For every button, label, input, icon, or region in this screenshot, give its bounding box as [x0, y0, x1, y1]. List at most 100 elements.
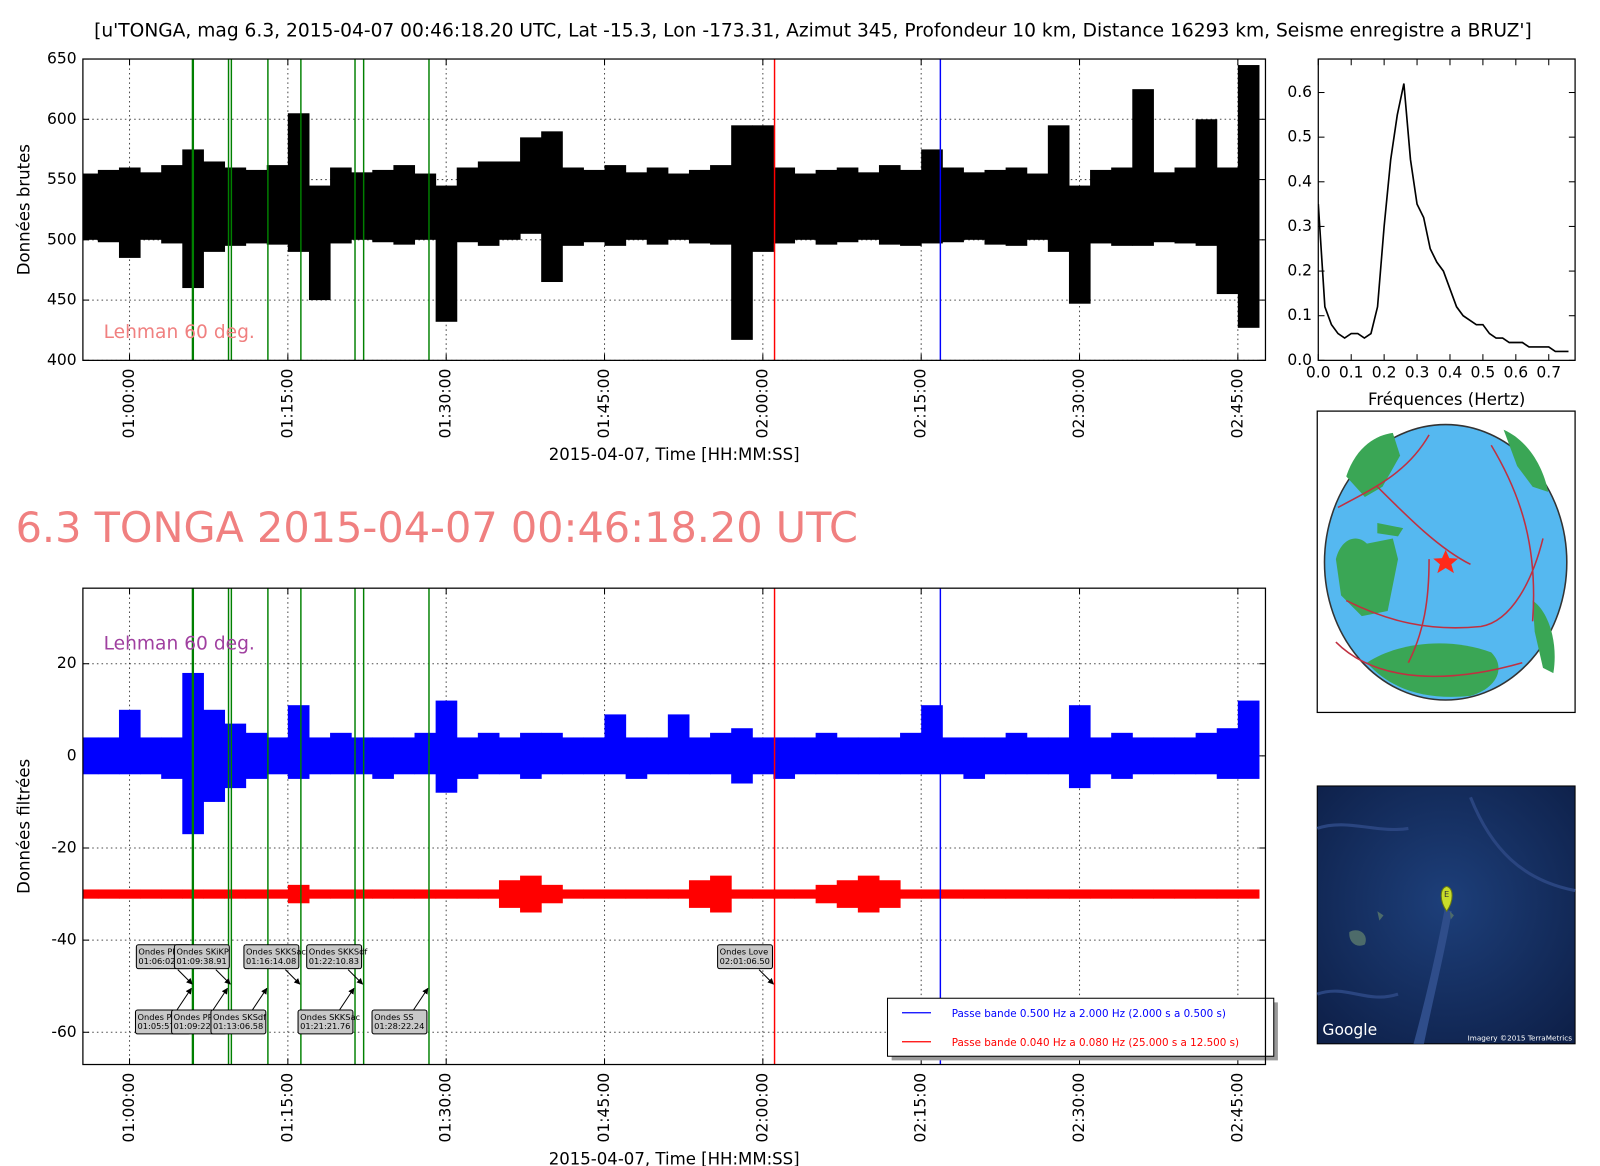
plot-area	[82, 59, 1260, 361]
plot-frame	[82, 58, 1267, 361]
trace-segment	[942, 889, 964, 899]
x-tick-label: 01:30:00	[437, 369, 455, 439]
trace-segment	[1047, 889, 1070, 899]
trace-segment	[794, 173, 817, 240]
y-tick-label: 400	[47, 351, 77, 369]
annotation-arrow	[758, 969, 774, 985]
trace-segment	[1195, 889, 1218, 899]
annotation-time: 01:09:22.81	[174, 1021, 224, 1031]
trace-segment	[836, 737, 859, 775]
trace-segment	[1195, 119, 1218, 246]
x-tick-label: 01:00:00	[120, 1073, 138, 1143]
globe-map	[1316, 410, 1576, 714]
trace-segment	[118, 167, 141, 258]
plot-frame	[1317, 58, 1576, 361]
trace-segment	[1216, 167, 1239, 295]
legend-label: Passe bande 0.040 Hz a 0.080 Hz (25.000 …	[952, 1037, 1239, 1049]
annotation-arrow	[177, 969, 193, 985]
trace-segment	[562, 889, 584, 899]
trace-segment	[82, 737, 99, 775]
annotation-box	[210, 1009, 267, 1035]
trace-segment	[477, 889, 500, 899]
trace-segment	[752, 737, 774, 775]
trace-segment	[1111, 889, 1133, 899]
trace-segment	[1005, 167, 1028, 246]
trace-segment	[688, 880, 711, 908]
trace-segment	[372, 889, 394, 899]
trace-segment	[520, 732, 542, 779]
trace-segment	[878, 737, 901, 775]
trace-segment	[1174, 889, 1197, 899]
trace-segment	[562, 167, 584, 246]
x-tick-label: 02:00:00	[753, 1073, 771, 1143]
y-tick-label: 0.0	[1287, 351, 1312, 369]
figure-title: [u'TONGA, mag 6.3, 2015-04-07 00:46:18.2…	[94, 21, 1532, 42]
trace-segment	[731, 728, 753, 784]
trace-segment	[414, 889, 437, 899]
trace-segment	[97, 169, 120, 243]
trace-segment	[963, 172, 986, 240]
trace-segment	[498, 880, 521, 908]
annotation-arrow	[251, 987, 268, 1011]
trace-segment	[667, 714, 690, 775]
trace-segment	[731, 125, 753, 340]
annotation-box	[371, 1009, 428, 1035]
trace-segment	[140, 737, 162, 775]
trace-segment	[330, 167, 352, 244]
trace-segment	[1090, 889, 1112, 899]
x-tick-label: 02:45:00	[1228, 1073, 1246, 1143]
trace-segment	[224, 889, 247, 899]
x-tick-label: 01:45:00	[595, 1073, 613, 1143]
trace-segment	[625, 172, 648, 240]
trace-segment	[266, 889, 289, 899]
y-tick-label: 0.1	[1287, 306, 1312, 324]
trace-segment	[1195, 732, 1218, 775]
annotation-arrow	[215, 969, 231, 985]
trace-segment	[393, 165, 416, 245]
trace-segment	[878, 165, 901, 245]
trace-segment	[287, 705, 310, 779]
x-tick-label: 0.6	[1503, 363, 1528, 381]
trace-segment	[942, 167, 964, 243]
trace-segment	[646, 737, 669, 775]
trace-segment	[1068, 889, 1091, 899]
trace-segment	[667, 889, 690, 899]
trace-segment	[984, 169, 1007, 245]
x-axis-label: 2015-04-07, Time [HH:MM:SS]	[549, 445, 800, 464]
trace-segment	[646, 889, 669, 899]
annotation-box	[243, 944, 300, 970]
annotation-time: 01:09:38.91	[176, 956, 226, 966]
y-tick-label: 600	[47, 110, 77, 128]
trace-segment	[984, 737, 1007, 775]
annotation-time: 01:13:06.58	[213, 1021, 263, 1031]
trace-segment	[1132, 889, 1154, 899]
trace-segment	[1090, 737, 1112, 775]
legend	[886, 997, 1275, 1057]
trace-segment	[372, 169, 394, 243]
trace-segment	[688, 737, 711, 775]
trace-segment	[1174, 737, 1197, 775]
trace-segment	[456, 889, 479, 899]
trace-segment	[541, 732, 563, 775]
trace-segment	[1090, 169, 1112, 244]
annotation-name: Ondes PP	[174, 1012, 213, 1022]
trace-segment	[921, 149, 943, 244]
trace-segment	[330, 889, 352, 899]
x-tick-label: 0.0	[1306, 363, 1331, 381]
x-tick-label: 0.4	[1438, 363, 1463, 381]
trace-segment	[900, 732, 922, 775]
trace-segment	[1132, 737, 1154, 775]
trace-segment	[351, 889, 373, 899]
trace-segment	[921, 705, 943, 775]
trace-segment	[82, 889, 99, 899]
y-tick-label: 0.5	[1287, 128, 1312, 146]
trace-segment	[308, 737, 331, 775]
x-tick-label: 02:45:00	[1228, 369, 1246, 439]
annotation-box	[173, 944, 230, 970]
y-tick-label: 0.4	[1287, 172, 1312, 190]
trace-segment	[308, 185, 331, 301]
trace-segment	[351, 172, 373, 240]
x-tick-label: 02:30:00	[1070, 369, 1088, 439]
trace-segment	[1047, 125, 1070, 252]
trace-segment	[857, 737, 880, 775]
